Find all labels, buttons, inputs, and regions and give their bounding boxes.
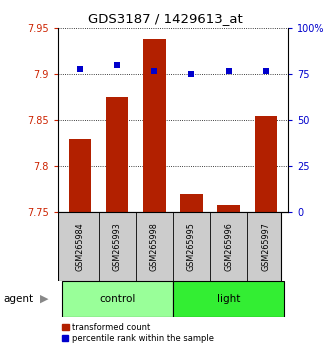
Bar	[143, 39, 166, 212]
Text: GSM265984: GSM265984	[76, 223, 85, 271]
Text: GSM265995: GSM265995	[187, 222, 196, 272]
Bar	[106, 97, 128, 212]
Text: ▶: ▶	[40, 294, 49, 304]
Bar	[217, 205, 240, 212]
Text: GSM265998: GSM265998	[150, 223, 159, 271]
Legend: transformed count, percentile rank within the sample: transformed count, percentile rank withi…	[62, 323, 214, 343]
Bar	[255, 116, 277, 212]
Text: GSM265996: GSM265996	[224, 223, 233, 271]
Bar	[173, 281, 284, 317]
Bar	[69, 139, 91, 212]
Text: GDS3187 / 1429613_at: GDS3187 / 1429613_at	[88, 12, 243, 25]
Text: light: light	[217, 294, 240, 304]
Text: GSM265993: GSM265993	[113, 223, 122, 271]
Text: control: control	[99, 294, 135, 304]
Bar	[62, 281, 173, 317]
Text: agent: agent	[3, 294, 33, 304]
Text: GSM265997: GSM265997	[261, 222, 270, 272]
Bar	[180, 194, 203, 212]
